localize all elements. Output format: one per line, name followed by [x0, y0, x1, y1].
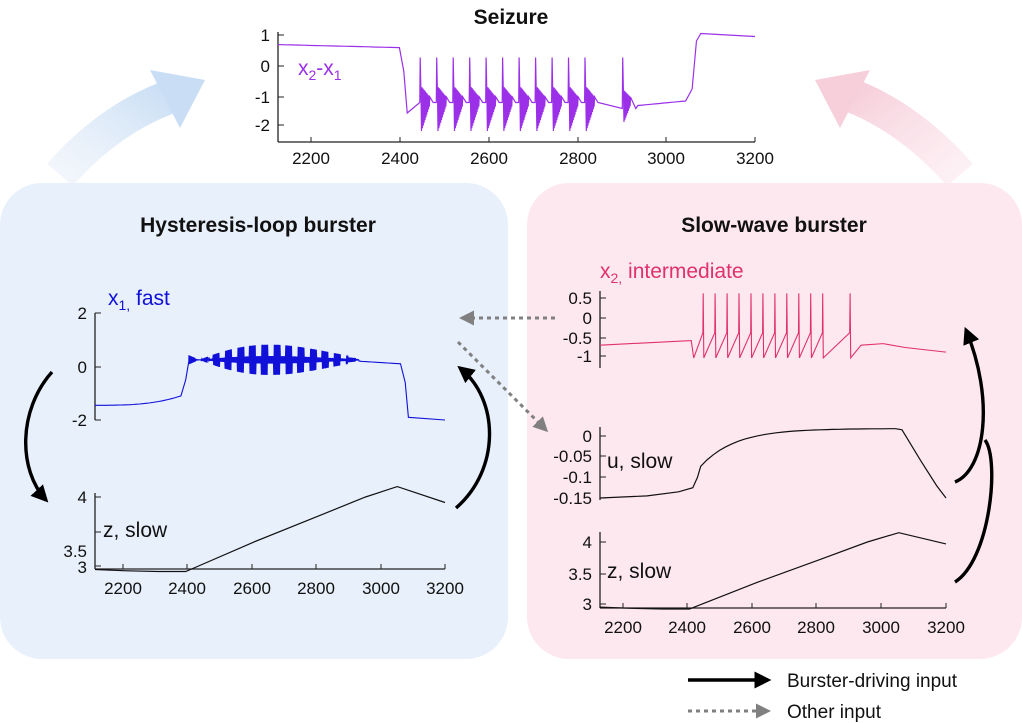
hz-ytick: 4	[78, 488, 87, 507]
inter-ytick: 0.5	[568, 289, 592, 308]
u-to-intermediate-arrow	[954, 326, 985, 484]
swz-ytick: 3.5	[568, 565, 592, 584]
slow-to-fast-arrow	[454, 365, 492, 510]
swz-xticks: 2200 2400 2600 2800 3000 3200	[604, 603, 965, 637]
inter-ytick: -0.5	[563, 329, 592, 348]
legend-driving-label: Burster-driving input	[787, 671, 958, 692]
fast-label: x1, fast	[108, 287, 170, 313]
inter-ytick: -1	[577, 347, 592, 366]
hysteresis-title: Hysteresis-loop burster	[140, 214, 376, 237]
fast-to-slow-arrow	[24, 370, 54, 503]
hz-xtick: 3000	[362, 579, 400, 598]
hz-xtick: 2400	[168, 579, 206, 598]
z-to-intermediate-arrow	[954, 438, 994, 584]
swz-xtick: 2200	[604, 618, 642, 637]
hz-label: z, slow	[103, 519, 168, 542]
u-plot: 0 -0.05 -0.1 -0.15 u, slow	[553, 427, 947, 508]
swz-xtick: 2600	[733, 618, 771, 637]
u-ytick: -0.1	[563, 468, 592, 487]
hz-ytick: 3.5	[63, 542, 87, 561]
swz-xtick: 2400	[668, 618, 706, 637]
seizure-ytick: -2	[255, 116, 270, 135]
swz-label: z, slow	[607, 560, 672, 583]
hz-ytick: 3	[78, 558, 87, 577]
seizure-xtick: 2400	[381, 149, 419, 168]
legend-other-label: Other input	[787, 702, 882, 723]
hysteresis-panel	[0, 183, 508, 659]
slowwave-title: Slow-wave burster	[681, 214, 867, 237]
intermediate-plot: 0.5 0 -0.5 -1 x2, intermediate	[563, 260, 947, 368]
seizure-xtick: 3200	[736, 149, 774, 168]
swz-plot: 4 3.5 3 2200 2400 2600 2800 3000 3200 z,…	[568, 532, 965, 637]
swz-xtick: 3200	[927, 618, 965, 637]
hz-xtick: 2200	[104, 579, 142, 598]
swz-ytick: 3	[583, 595, 592, 614]
left-to-seizure-arrow	[47, 70, 205, 187]
fast-plot: 2 0 -2 x1, fast	[72, 287, 446, 430]
seizure-ytick: 0	[261, 57, 270, 76]
swz-xtick: 3000	[862, 618, 900, 637]
hz-xtick: 3200	[426, 579, 464, 598]
hz-xtick: 2800	[297, 579, 335, 598]
legend: Burster-driving input Other input	[688, 671, 958, 723]
seizure-ytick: 1	[261, 26, 270, 45]
slowwave-panel	[527, 183, 1022, 659]
seizure-xtick: 2200	[292, 149, 330, 168]
swz-xtick: 2800	[797, 618, 835, 637]
hysteresis-z-plot: 4 3.5 3 2200 2400 2600 2800 3000 3200 z,…	[63, 485, 464, 598]
hysteresis-z-trace	[94, 485, 446, 573]
seizure-xtick: 2600	[470, 149, 508, 168]
hz-xtick: 2600	[233, 579, 271, 598]
u-ytick: -0.05	[553, 447, 592, 466]
seizure-trace	[277, 32, 756, 132]
fast-ytick: 2	[78, 304, 87, 323]
seizure-ytick: -1	[255, 88, 270, 107]
seizure-yticks: 1 0 -1 -2	[255, 26, 284, 135]
seizure-title: Seizure	[474, 6, 549, 29]
seizure-xticks: 2200 2400 2600 2800 3000 3200	[292, 137, 774, 168]
u-ytick: -0.15	[553, 489, 592, 508]
fast-ytick: 0	[78, 358, 87, 377]
fast-trace	[94, 344, 446, 421]
right-to-seizure-arrow	[815, 70, 973, 187]
swz-ytick: 4	[583, 533, 592, 552]
u-ytick: 0	[583, 427, 592, 446]
u-trace	[599, 428, 947, 499]
slowwave-z-trace	[599, 532, 947, 610]
fast-ytick: -2	[72, 411, 87, 430]
seizure-plot: Seizure 1 0 -1 -2 2200 2400 2600 2800 30…	[255, 6, 774, 168]
intermediate-trace	[599, 293, 947, 360]
u-label: u, slow	[607, 450, 673, 473]
seizure-xtick: 3000	[647, 149, 685, 168]
hz-xticks: 2200 2400 2600 2800 3000 3200	[104, 564, 464, 598]
seizure-xtick: 2800	[559, 149, 597, 168]
inter-ytick: 0	[583, 309, 592, 328]
intermediate-label: x2, intermediate	[600, 260, 744, 286]
seizure-trace-label: x2-x1	[298, 57, 342, 83]
